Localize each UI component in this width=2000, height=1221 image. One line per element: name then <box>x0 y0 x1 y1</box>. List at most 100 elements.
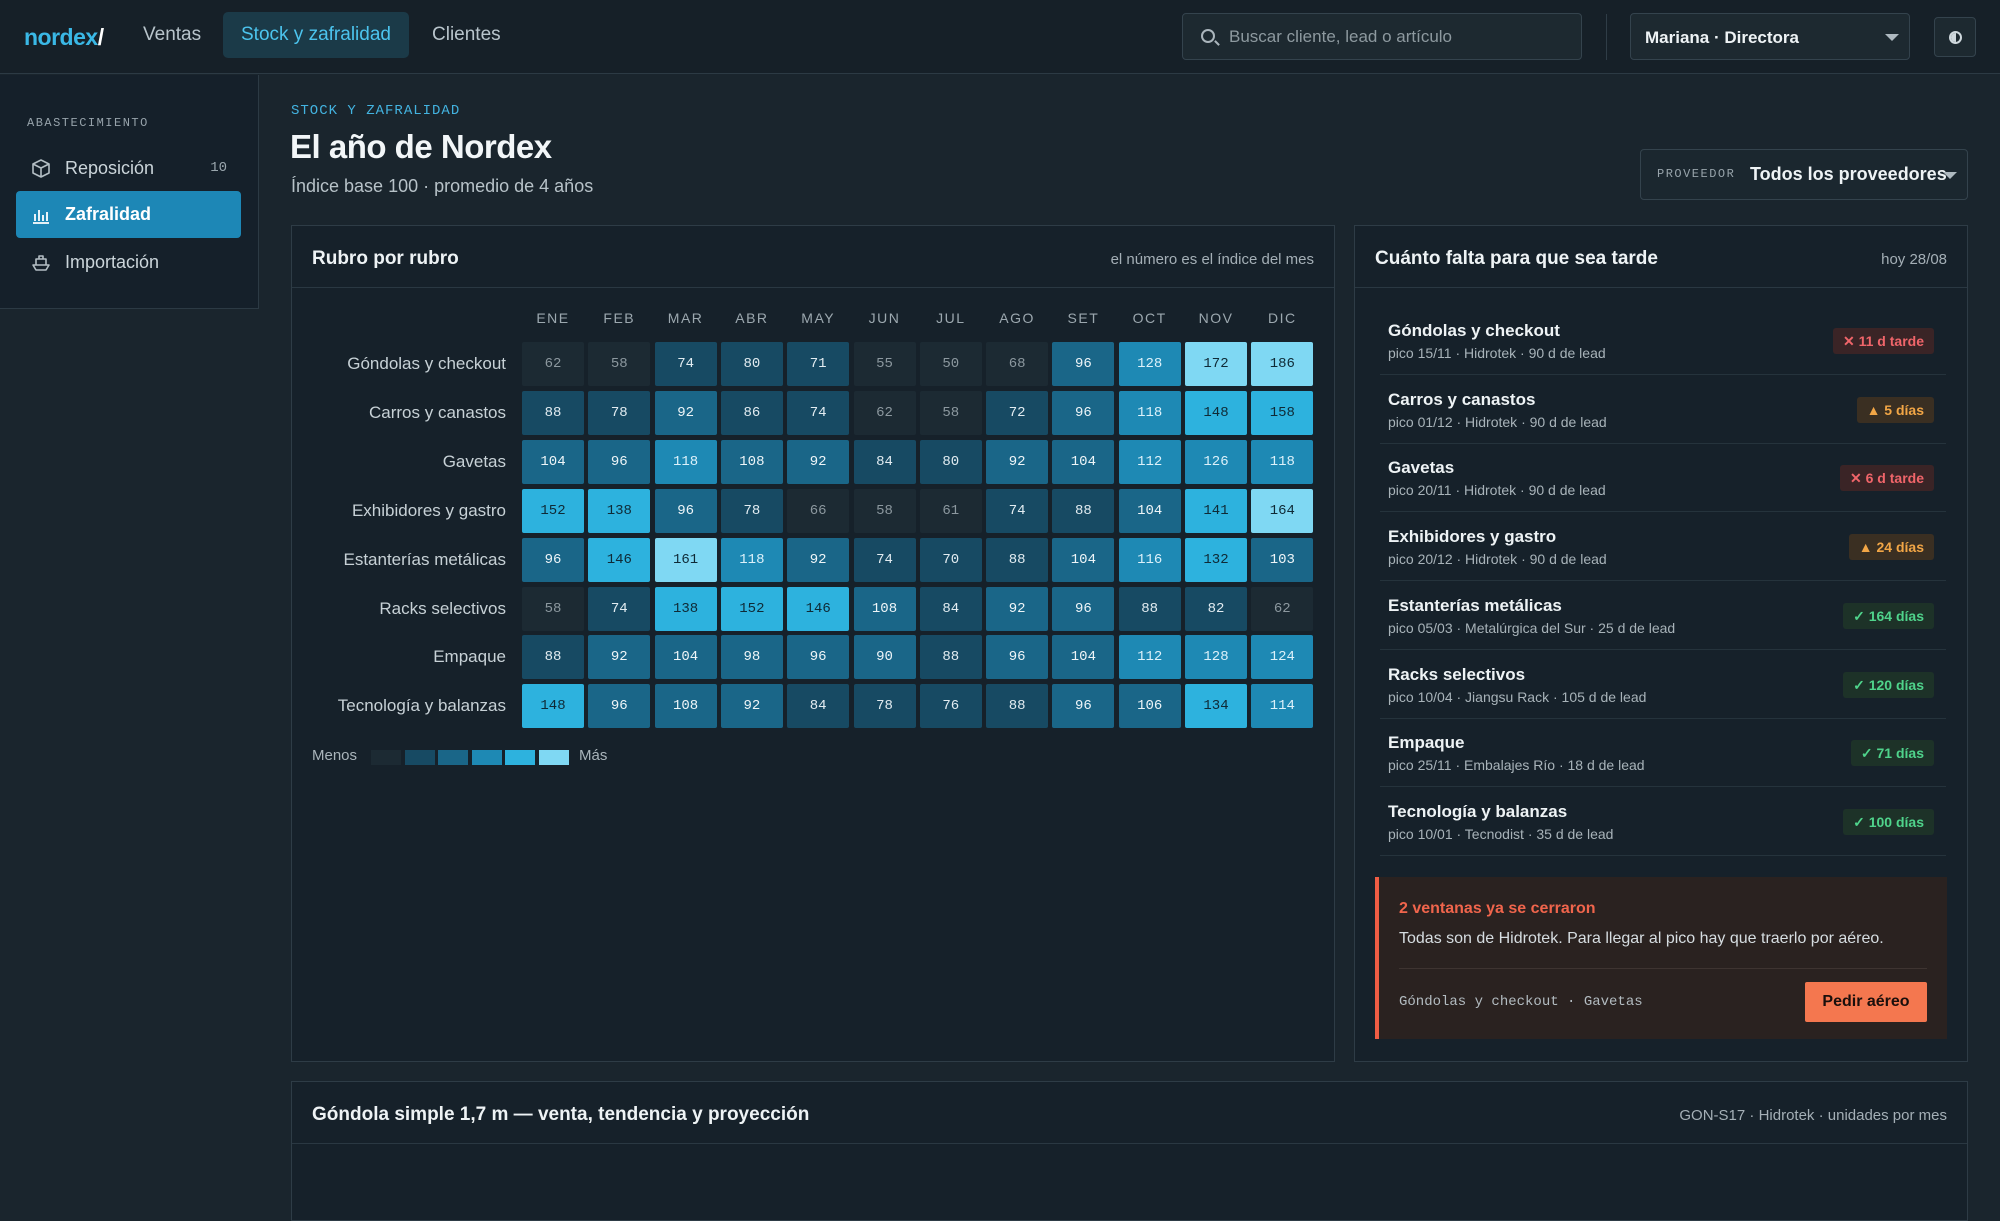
breadcrumb[interactable]: STOCK Y ZAFRALIDAD <box>291 103 461 119</box>
heatmap-cell[interactable]: 84 <box>787 684 850 729</box>
heatmap-cell[interactable]: 106 <box>1118 684 1181 729</box>
heatmap-cell[interactable]: 82 <box>1185 586 1247 631</box>
heatmap-cell[interactable]: 74 <box>787 390 850 435</box>
heatmap-cell[interactable]: 58 <box>588 342 651 386</box>
heatmap-cell[interactable]: 66 <box>787 488 850 533</box>
heatmap-cell[interactable]: 152 <box>522 488 584 533</box>
heatmap-cell[interactable]: 112 <box>1118 635 1181 680</box>
heatmap-cell[interactable]: 164 <box>1251 488 1314 533</box>
heatmap-cell[interactable]: 108 <box>654 684 717 729</box>
heatmap-cell[interactable]: 138 <box>654 586 717 631</box>
heatmap-cell[interactable]: 108 <box>720 439 783 484</box>
heatmap-cell[interactable]: 70 <box>919 537 982 582</box>
nav-tab-ventas[interactable]: Ventas <box>143 24 202 45</box>
heatmap-cell[interactable]: 152 <box>720 586 783 631</box>
risk-row[interactable]: Gavetas pico 20/11 · Hidrotek · 90 d de l… <box>1380 444 1946 513</box>
risk-row[interactable]: Tecnología y balanzas pico 10/01 · Tecnod… <box>1380 788 1946 856</box>
heatmap-cell[interactable]: 62 <box>853 390 916 435</box>
heatmap-cell[interactable]: 50 <box>919 342 982 386</box>
heatmap-cell[interactable]: 186 <box>1251 342 1314 386</box>
risk-row[interactable]: Exhibidores y gastro pico 20/12 · Hidrote… <box>1380 513 1946 582</box>
heatmap-cell[interactable]: 55 <box>853 342 916 386</box>
heatmap-cell[interactable]: 124 <box>1251 635 1314 680</box>
heatmap-cell[interactable]: 158 <box>1251 390 1314 435</box>
heatmap-cell[interactable]: 92 <box>787 537 850 582</box>
heatmap-cell[interactable]: 128 <box>1118 342 1181 386</box>
heatmap-cell[interactable]: 90 <box>853 635 916 680</box>
heatmap-cell[interactable]: 114 <box>1251 684 1314 729</box>
heatmap-cell[interactable]: 88 <box>522 390 584 435</box>
heatmap-cell[interactable]: 108 <box>853 586 916 631</box>
heatmap-cell[interactable]: 118 <box>1251 439 1314 484</box>
sidebar-item-reposicion[interactable]: Reposición 10 <box>16 145 241 192</box>
heatmap-cell[interactable]: 132 <box>1185 537 1247 582</box>
provider-select[interactable]: PROVEEDOR Todos los proveedores <box>1640 149 1968 200</box>
heatmap-cell[interactable]: 96 <box>588 684 651 729</box>
theme-toggle-button[interactable] <box>1934 17 1976 57</box>
risk-row[interactable]: Empaque pico 25/11 · Embalajes Río · 18 d… <box>1380 719 1946 788</box>
heatmap-cell[interactable]: 92 <box>986 439 1049 484</box>
heatmap-cell[interactable]: 74 <box>986 488 1049 533</box>
heatmap-cell[interactable]: 88 <box>1052 488 1115 533</box>
heatmap-cell[interactable]: 118 <box>1118 390 1181 435</box>
heatmap-cell[interactable]: 96 <box>654 488 717 533</box>
heatmap-cell[interactable]: 78 <box>720 488 783 533</box>
heatmap-cell[interactable]: 88 <box>1118 586 1181 631</box>
heatmap-cell[interactable]: 138 <box>588 488 651 533</box>
heatmap-cell[interactable]: 92 <box>986 586 1049 631</box>
heatmap-cell[interactable]: 96 <box>1052 390 1115 435</box>
heatmap-cell[interactable]: 96 <box>986 635 1049 680</box>
nav-tab-stock[interactable]: Stock y zafralidad <box>223 12 409 58</box>
heatmap-cell[interactable]: 68 <box>986 342 1049 386</box>
air-order-button[interactable]: Pedir aéreo <box>1805 982 1927 1022</box>
heatmap-cell[interactable]: 148 <box>522 684 584 729</box>
heatmap-cell[interactable]: 92 <box>720 684 783 729</box>
risk-row[interactable]: Estanterías metálicas pico 05/03 · Metalú… <box>1380 582 1946 650</box>
heatmap-cell[interactable]: 62 <box>522 342 584 386</box>
sidebar-item-zafralidad[interactable]: Zafralidad <box>16 191 241 238</box>
heatmap-cell[interactable]: 104 <box>522 439 584 484</box>
heatmap-cell[interactable]: 80 <box>919 439 982 484</box>
heatmap-cell[interactable]: 72 <box>986 390 1049 435</box>
heatmap-cell[interactable]: 141 <box>1185 488 1247 533</box>
heatmap-cell[interactable]: 148 <box>1185 390 1247 435</box>
heatmap-cell[interactable]: 128 <box>1185 635 1247 680</box>
sidebar-item-importacion[interactable]: Importación <box>16 239 241 286</box>
heatmap-cell[interactable]: 98 <box>720 635 783 680</box>
heatmap-cell[interactable]: 96 <box>588 439 651 484</box>
heatmap-cell[interactable]: 118 <box>654 439 717 484</box>
heatmap-cell[interactable]: 146 <box>588 537 651 582</box>
heatmap-cell[interactable]: 146 <box>787 586 850 631</box>
heatmap-cell[interactable]: 74 <box>654 342 717 386</box>
search-input[interactable] <box>1229 14 1569 59</box>
heatmap-cell[interactable]: 112 <box>1118 439 1181 484</box>
heatmap-cell[interactable]: 80 <box>720 342 783 386</box>
heatmap-cell[interactable]: 78 <box>588 390 651 435</box>
heatmap-cell[interactable]: 84 <box>919 586 982 631</box>
heatmap-cell[interactable]: 58 <box>919 390 982 435</box>
heatmap-cell[interactable]: 84 <box>853 439 916 484</box>
heatmap-cell[interactable]: 96 <box>787 635 850 680</box>
user-select[interactable]: Mariana · Directora <box>1630 13 1910 60</box>
risk-row[interactable]: Góndolas y checkout pico 15/11 · Hidrotek… <box>1380 307 1946 375</box>
risk-row[interactable]: Carros y canastos pico 01/12 · Hidrotek ·… <box>1380 376 1946 444</box>
heatmap-cell[interactable]: 126 <box>1185 439 1247 484</box>
heatmap-cell[interactable]: 92 <box>654 390 717 435</box>
heatmap-cell[interactable]: 96 <box>1052 684 1115 729</box>
heatmap-cell[interactable]: 71 <box>787 342 850 386</box>
heatmap-cell[interactable]: 78 <box>853 684 916 729</box>
heatmap-cell[interactable]: 58 <box>853 488 916 533</box>
heatmap-cell[interactable]: 88 <box>522 635 584 680</box>
heatmap-cell[interactable]: 161 <box>654 537 717 582</box>
heatmap-cell[interactable]: 62 <box>1251 586 1314 631</box>
heatmap-cell[interactable]: 104 <box>654 635 717 680</box>
heatmap-cell[interactable]: 103 <box>1251 537 1314 582</box>
heatmap-cell[interactable]: 88 <box>986 537 1049 582</box>
heatmap-cell[interactable]: 74 <box>853 537 916 582</box>
heatmap-cell[interactable]: 96 <box>1052 342 1115 386</box>
heatmap-cell[interactable]: 92 <box>787 439 850 484</box>
heatmap-cell[interactable]: 172 <box>1185 342 1247 386</box>
risk-row[interactable]: Racks selectivos pico 10/04 · Jiangsu Rac… <box>1380 651 1946 719</box>
heatmap-cell[interactable]: 104 <box>1052 537 1115 582</box>
heatmap-cell[interactable]: 96 <box>1052 586 1115 631</box>
